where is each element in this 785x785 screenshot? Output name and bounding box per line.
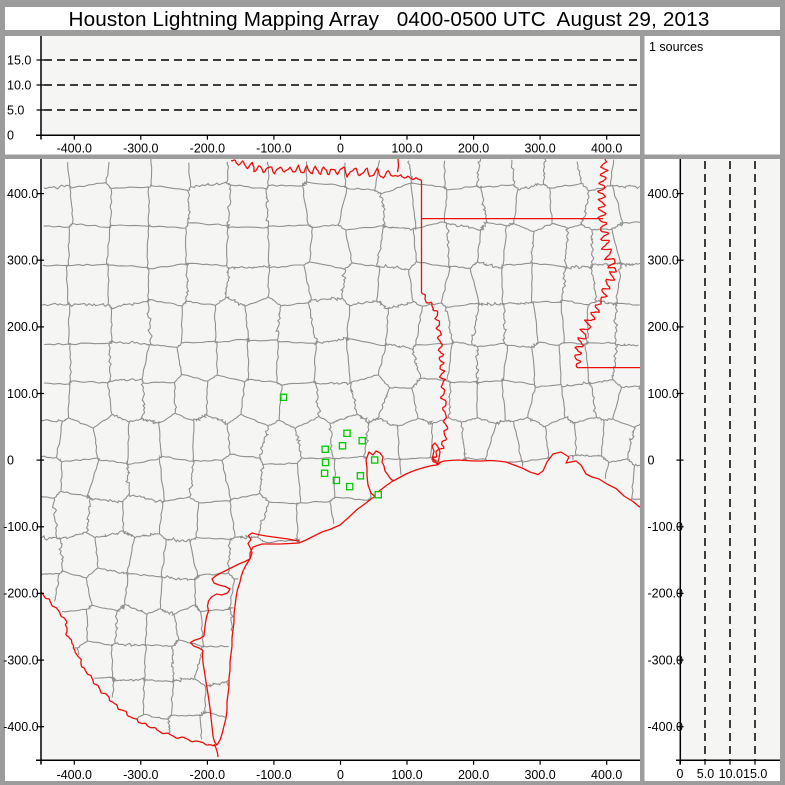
svg-text:-200.0: -200.0	[190, 768, 225, 782]
svg-text:5.0: 5.0	[7, 103, 24, 117]
svg-text:0: 0	[7, 128, 14, 142]
svg-text:-400.0: -400.0	[57, 768, 92, 782]
svg-text:Houston Lightning Mapping Arra: Houston Lightning Mapping Array 0400-050…	[69, 8, 710, 31]
svg-text:-400.0: -400.0	[3, 720, 38, 734]
svg-text:1 sources: 1 sources	[649, 40, 703, 54]
svg-text:200.0: 200.0	[458, 768, 489, 782]
svg-text:100.0: 100.0	[391, 768, 422, 782]
svg-text:10.0: 10.0	[7, 78, 31, 92]
svg-text:0: 0	[7, 453, 14, 467]
svg-text:0: 0	[677, 767, 684, 781]
svg-text:-100.0: -100.0	[256, 768, 291, 782]
svg-text:100.0: 100.0	[7, 387, 38, 401]
svg-text:-100.0: -100.0	[3, 520, 38, 534]
svg-text:15.0: 15.0	[7, 53, 31, 67]
svg-text:10.0: 10.0	[719, 767, 743, 781]
svg-text:400.0: 400.0	[648, 187, 679, 201]
svg-text:5.0: 5.0	[697, 767, 714, 781]
svg-text:400.0: 400.0	[7, 187, 38, 201]
svg-text:-400.0: -400.0	[648, 720, 683, 734]
svg-text:15.0: 15.0	[743, 767, 767, 781]
svg-text:200.0: 200.0	[7, 320, 38, 334]
svg-text:-300.0: -300.0	[123, 142, 158, 156]
svg-text:400.0: 400.0	[591, 142, 622, 156]
svg-text:-200.0: -200.0	[3, 587, 38, 601]
svg-text:0: 0	[337, 142, 344, 156]
svg-text:-300.0: -300.0	[3, 653, 38, 667]
svg-text:0: 0	[337, 768, 344, 782]
svg-text:-300.0: -300.0	[123, 768, 158, 782]
svg-text:100.0: 100.0	[391, 142, 422, 156]
svg-text:200.0: 200.0	[458, 142, 489, 156]
svg-text:-100.0: -100.0	[256, 142, 291, 156]
svg-text:400.0: 400.0	[591, 768, 622, 782]
svg-text:300.0: 300.0	[7, 254, 38, 268]
svg-text:0: 0	[648, 453, 655, 467]
svg-text:100.0: 100.0	[648, 387, 679, 401]
svg-text:-200.0: -200.0	[190, 142, 225, 156]
svg-text:300.0: 300.0	[648, 254, 679, 268]
svg-text:-200.0: -200.0	[648, 587, 683, 601]
svg-text:300.0: 300.0	[524, 768, 555, 782]
svg-text:-400.0: -400.0	[57, 142, 92, 156]
svg-text:300.0: 300.0	[524, 142, 555, 156]
svg-text:-100.0: -100.0	[648, 520, 683, 534]
svg-text:200.0: 200.0	[648, 320, 679, 334]
svg-text:-300.0: -300.0	[648, 653, 683, 667]
